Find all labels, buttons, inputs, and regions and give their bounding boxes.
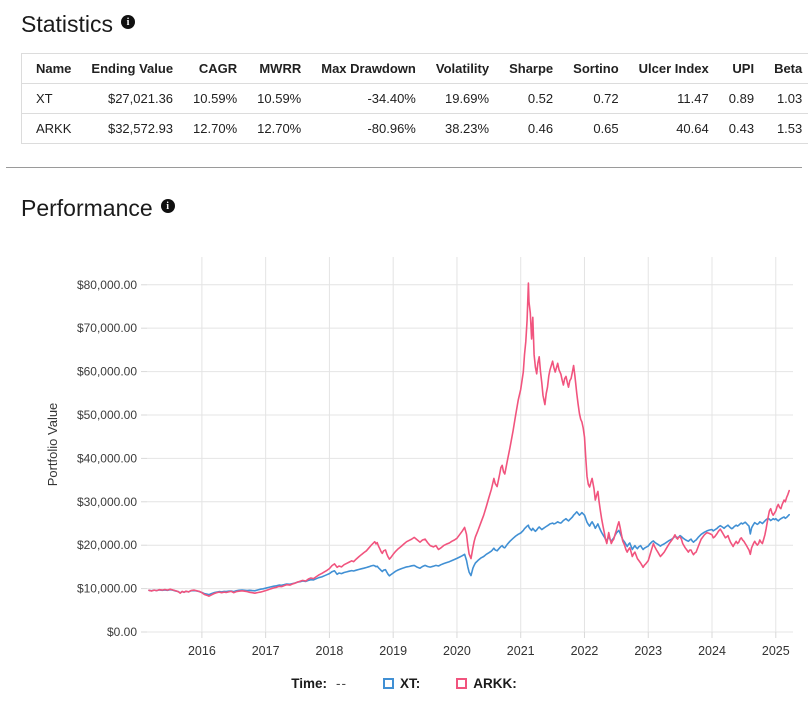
cell-volatility: 19.69% (444, 91, 490, 106)
cell-volatility: 38.23% (444, 121, 490, 136)
svg-text:$40,000.00: $40,000.00 (77, 451, 137, 465)
column-header-sortino: Sortino (573, 61, 619, 76)
statistics-title: Statistics i (21, 11, 795, 38)
cell-sharpe: 0.46 (527, 121, 554, 136)
svg-text:2024: 2024 (698, 644, 726, 658)
arkk-series-swatch-icon (456, 678, 468, 689)
page: Statistics i Name Ending Value CAGR MWRR… (0, 0, 808, 691)
column-header-volatility: Volatility (435, 61, 490, 76)
svg-text:$80,000.00: $80,000.00 (77, 278, 137, 292)
cell-ending-value: $32,572.93 (107, 121, 174, 136)
performance-chart-canvas[interactable]: $0.00 $10,000.00 $20,000.00 $30,000.00 $40,0… (0, 252, 808, 664)
svg-text:2019: 2019 (379, 644, 407, 658)
cell-max-drawdown: -34.40% (367, 91, 416, 106)
cell-beta: 1.53 (776, 121, 803, 136)
svg-text:$20,000.00: $20,000.00 (77, 538, 137, 552)
cell-ulcer-index: 40.64 (676, 121, 709, 136)
cell-name: ARKK (36, 121, 72, 136)
svg-text:2023: 2023 (634, 644, 662, 658)
svg-text:2020: 2020 (443, 644, 471, 658)
y-axis-title: Portfolio Value (45, 403, 60, 487)
info-icon[interactable]: i (160, 199, 175, 213)
statistics-table: Name Ending Value CAGR MWRR Max Drawdown… (21, 53, 808, 144)
performance-title-text: Performance (21, 195, 153, 221)
column-header-sharpe: Sharpe (509, 61, 554, 76)
legend-item-arkk[interactable]: ARKK: (456, 676, 517, 691)
svg-text:$10,000.00: $10,000.00 (77, 582, 137, 596)
cell-max-drawdown: -80.96% (367, 121, 416, 136)
cell-sortino: 0.72 (593, 91, 619, 106)
cell-sharpe: 0.52 (527, 91, 554, 106)
statistics-title-text: Statistics (21, 11, 114, 37)
column-header-ending-value: Ending Value (91, 61, 174, 76)
legend-time-label: Time: (291, 676, 327, 691)
cell-cagr: 10.59% (193, 91, 238, 106)
svg-text:$50,000.00: $50,000.00 (77, 408, 137, 422)
column-header-name: Name (36, 61, 72, 76)
svg-text:2018: 2018 (316, 644, 344, 658)
performance-section: Performance i $0.00 $10,000.00 $20,000.00 $… (0, 168, 808, 691)
table-row-arkk: ARKK $32,572.93 12.70% 12.70% -80.96% 38… (21, 113, 808, 144)
legend-time-value: -- (336, 676, 347, 691)
column-header-cagr: CAGR (198, 61, 238, 76)
column-header-max-drawdown: Max Drawdown (321, 61, 416, 76)
cell-upi: 0.89 (728, 91, 755, 106)
cell-mwrr: 10.59% (257, 91, 302, 106)
cell-mwrr: 12.70% (257, 121, 302, 136)
cell-ulcer-index: 11.47 (677, 91, 709, 106)
column-header-ulcer-index: Ulcer Index (638, 61, 709, 76)
cell-ending-value: $27,021.36 (107, 91, 174, 106)
legend-item-xt-label: XT: (400, 676, 421, 691)
svg-text:$60,000.00: $60,000.00 (77, 365, 137, 379)
cell-name: XT (36, 91, 53, 106)
table-row-xt: XT $27,021.36 10.59% 10.59% -34.40% 19.6… (21, 83, 808, 114)
series-line-arkk (148, 282, 791, 598)
cell-beta: 1.03 (776, 91, 803, 106)
cell-upi: 0.43 (728, 121, 755, 136)
section-divider (6, 167, 802, 168)
legend-item-xt[interactable]: XT: (383, 676, 420, 691)
statistics-section: Statistics i Name Ending Value CAGR MWRR… (0, 0, 808, 144)
svg-text:2022: 2022 (571, 644, 599, 658)
column-header-beta: Beta (774, 61, 803, 76)
cell-sortino: 0.65 (593, 121, 619, 136)
legend-time: Time: -- (291, 676, 347, 691)
info-icon[interactable]: i (121, 15, 136, 29)
legend-item-arkk-label: ARKK: (473, 676, 517, 691)
svg-text:2016: 2016 (188, 644, 216, 658)
column-header-mwrr: MWRR (259, 61, 302, 76)
performance-chart: $0.00 $10,000.00 $20,000.00 $30,000.00 $40,0… (0, 252, 808, 691)
column-header-upi: UPI (732, 61, 755, 76)
cell-cagr: 12.70% (193, 121, 238, 136)
xt-series-swatch-icon (383, 678, 394, 689)
svg-text:$70,000.00: $70,000.00 (77, 321, 137, 335)
svg-text:2017: 2017 (252, 644, 280, 658)
svg-text:2025: 2025 (762, 644, 790, 658)
chart-legend: Time: -- XT: ARKK: (0, 676, 808, 691)
svg-text:$30,000.00: $30,000.00 (77, 495, 137, 509)
performance-title: Performance i (21, 195, 795, 222)
svg-text:$0.00: $0.00 (107, 625, 137, 639)
table-header-row: Name Ending Value CAGR MWRR Max Drawdown… (22, 54, 808, 84)
svg-text:2021: 2021 (507, 644, 535, 658)
